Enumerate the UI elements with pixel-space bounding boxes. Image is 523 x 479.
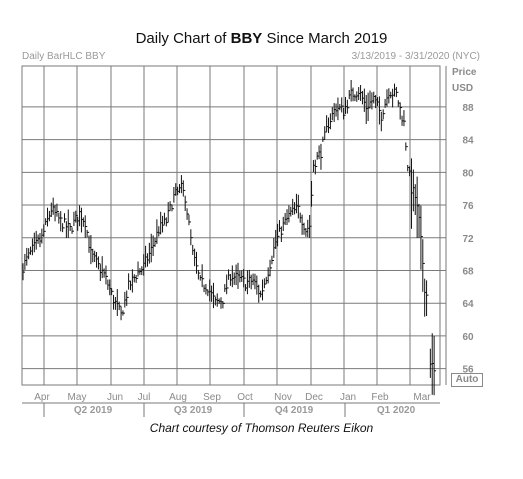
plot-frame: [21, 65, 441, 386]
y-tick-label: 56: [462, 365, 474, 376]
x-tick-label: Apr: [34, 392, 50, 403]
x-tick-label: Oct: [237, 392, 253, 403]
x-tick-label: Mar: [413, 392, 431, 403]
y-tick-label: 64: [462, 299, 474, 310]
price-axis-label: Price: [452, 67, 477, 78]
x-tick-label: Sep: [203, 392, 221, 403]
y-tick-label: 84: [462, 136, 474, 147]
y-tick-label: 72: [462, 234, 474, 245]
quarter-label: Q1 2020: [377, 405, 416, 416]
chart-subtitle-right: 3/13/2019 - 3/31/2020 (NYC): [351, 51, 480, 62]
chart-axes: 56 60 64 68 72 76 80 84 88 Apr May Jun Jul Aug Sep Oct N…: [22, 103, 474, 417]
x-tick-label: Jul: [138, 392, 151, 403]
y-tick-label: 88: [462, 103, 474, 114]
x-tick-label: Dec: [305, 392, 323, 403]
currency-axis-label: USD: [452, 83, 474, 94]
price-bars: [22, 79, 437, 396]
x-tick-label: Jun: [107, 392, 123, 403]
x-tick-label: Feb: [371, 392, 389, 403]
y-tick-label: 60: [462, 332, 474, 343]
auto-scale-button[interactable]: Auto: [451, 373, 483, 387]
chart-title: Daily Chart of BBY Since March 2019: [0, 30, 523, 47]
title-symbol: BBY: [230, 30, 263, 47]
x-tick-label: Aug: [169, 392, 187, 403]
title-suffix: Since March 2019: [262, 30, 388, 47]
quarter-label: Q2 2019: [74, 405, 113, 416]
x-tick-label: Nov: [274, 392, 292, 403]
x-tick-label: Jan: [340, 392, 356, 403]
x-tick-label: May: [68, 392, 87, 403]
quarter-label: Q4 2019: [275, 405, 314, 416]
chart-credit: Chart courtesy of Thomson Reuters Eikon: [149, 421, 374, 435]
title-prefix: Daily Chart of: [135, 30, 231, 47]
quarter-label: Q3 2019: [174, 405, 213, 416]
y-tick-label: 76: [462, 201, 474, 212]
chart-subtitle-left: Daily BarHLC BBY: [22, 51, 106, 62]
y-tick-label: 68: [462, 266, 474, 277]
y-tick-label: 80: [462, 168, 474, 179]
